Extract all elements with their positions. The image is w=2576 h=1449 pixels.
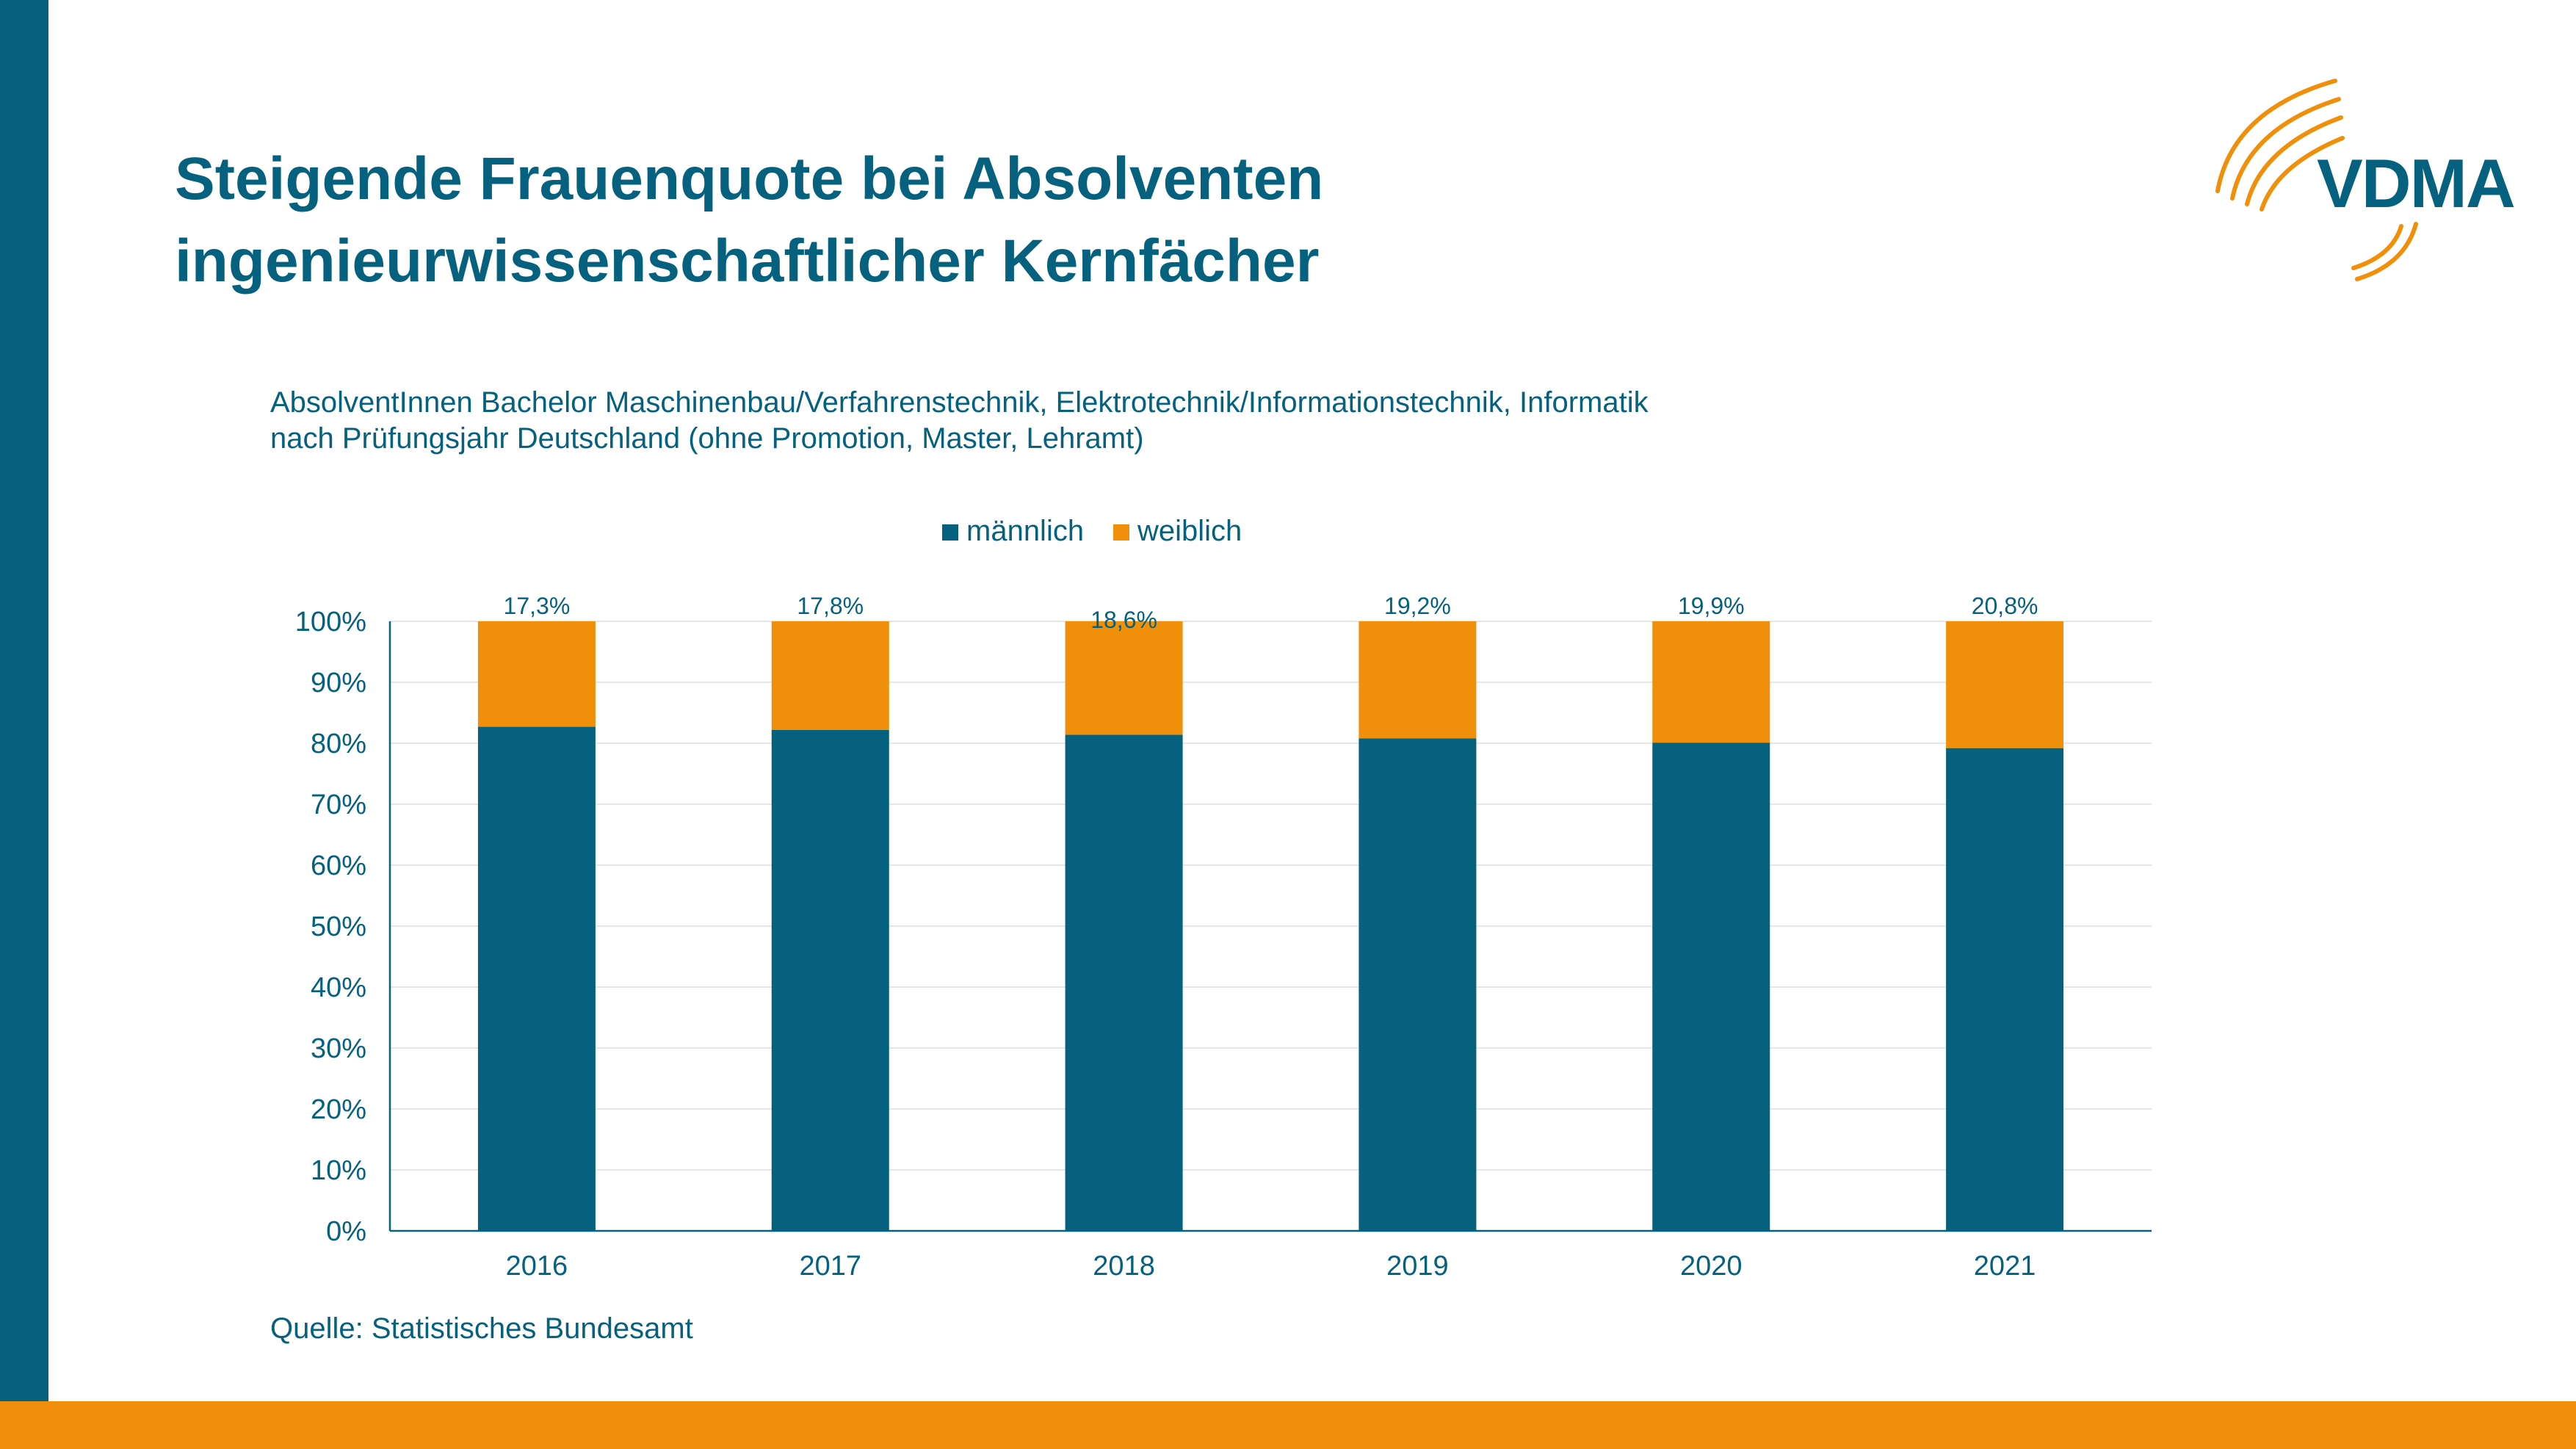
- y-tick-label: 50%: [311, 911, 366, 942]
- data-label: 18,6%: [1090, 607, 1157, 633]
- y-tick-label: 80%: [311, 729, 366, 759]
- data-label: 19,2%: [1384, 593, 1451, 619]
- bar-maennlich-2016: [477, 726, 596, 1231]
- bar-maennlich-2017: [771, 729, 889, 1231]
- x-tick-label: 2018: [1093, 1251, 1155, 1282]
- x-tick-label: 2020: [1680, 1251, 1743, 1282]
- vdma-logo: VDMA: [2203, 73, 2541, 294]
- bottom-accent-bar: [0, 1401, 2576, 1449]
- legend-swatch-maennlich: [942, 524, 958, 541]
- y-tick-label: 30%: [311, 1033, 366, 1064]
- y-tick-label: 70%: [311, 789, 366, 820]
- data-label: 19,9%: [1678, 593, 1745, 619]
- source-note: Quelle: Statistisches Bundesamt: [270, 1312, 693, 1345]
- bar-weiblich-2017: [771, 621, 889, 730]
- bar-weiblich-2018: [1065, 621, 1183, 735]
- legend-label: weiblich: [1137, 515, 1242, 547]
- y-tick-label: 10%: [311, 1155, 366, 1186]
- subtitle-line-1: AbsolventInnen Bachelor Maschinenbau/Ver…: [270, 386, 1649, 419]
- bar-weiblich-2021: [1946, 621, 2064, 748]
- chart-subtitle: AbsolventInnen Bachelor Maschinenbau/Ver…: [270, 385, 1649, 457]
- x-tick-label: 2016: [506, 1251, 568, 1282]
- x-tick-label: 2021: [1974, 1251, 2036, 1282]
- data-label: 17,8%: [797, 593, 864, 619]
- y-tick-label: 90%: [311, 668, 366, 698]
- logo-arcs-icon: [2215, 79, 2418, 281]
- page-title: Steigende Frauenquote bei Absolventen in…: [175, 138, 1323, 303]
- title-line-1: Steigende Frauenquote bei Absolventen: [175, 145, 1324, 212]
- x-tick-label: 2019: [1386, 1251, 1449, 1282]
- side-accent-bar: [0, 0, 48, 1449]
- x-tick-label: 2017: [799, 1251, 861, 1282]
- title-line-2: ingenieurwissenschaftlicher Kernfächer: [175, 228, 1320, 295]
- bar-maennlich-2018: [1065, 734, 1183, 1231]
- bar-weiblich-2019: [1358, 621, 1477, 739]
- y-tick-label: 100%: [295, 607, 366, 637]
- data-label: 17,3%: [504, 593, 571, 619]
- y-tick-label: 20%: [311, 1094, 366, 1125]
- bar-maennlich-2019: [1358, 738, 1477, 1231]
- logo-text: VDMA: [2317, 145, 2516, 222]
- bar-weiblich-2016: [477, 621, 596, 727]
- subtitle-line-2: nach Prüfungsjahr Deutschland (ohne Prom…: [270, 422, 1144, 455]
- bar-weiblich-2020: [1652, 621, 1770, 743]
- legend-label: männlich: [966, 515, 1084, 547]
- y-tick-label: 0%: [326, 1216, 366, 1247]
- bar-maennlich-2020: [1652, 742, 1770, 1231]
- legend-swatch-weiblich: [1113, 524, 1129, 541]
- bar-maennlich-2021: [1946, 748, 2064, 1231]
- y-tick-label: 60%: [311, 850, 366, 881]
- y-tick-label: 40%: [311, 972, 366, 1003]
- data-label: 20,8%: [1972, 593, 2038, 619]
